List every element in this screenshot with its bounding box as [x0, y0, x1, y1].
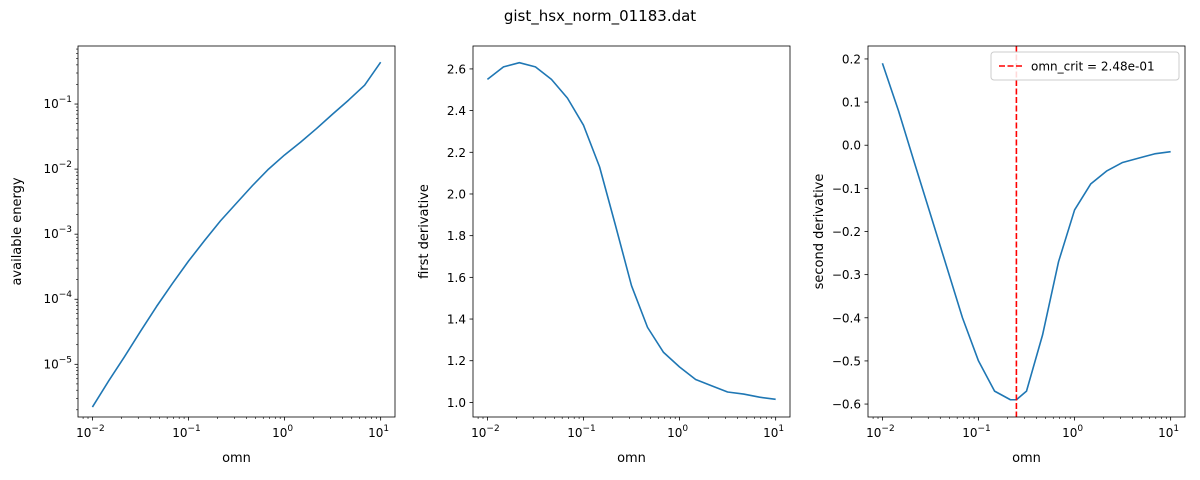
x-axis-label: omn [1012, 451, 1041, 466]
axes-frame [77, 45, 396, 418]
y-tick-label: 1.8 [447, 229, 466, 243]
y-tick-label: −0.6 [832, 398, 861, 412]
y-tick-label: −0.3 [832, 268, 861, 282]
axes-second-derivative: 10−2 10−1 100 101 −0.6 −0.5 −0.4 −0.3 −0.2 −0.1 0.… [812, 45, 1186, 466]
y-tick-label: 2.6 [447, 62, 466, 76]
x-tick-label: 101 [763, 424, 784, 440]
y-tick-label: −0.4 [832, 311, 861, 325]
y-tick-label: 2.4 [447, 104, 466, 118]
x-axis-label: omn [222, 451, 251, 466]
y-axis-label: first derivative [417, 184, 432, 279]
y-axis-label: available energy [10, 177, 25, 285]
x-tick-label: 100 [667, 424, 688, 440]
y-tick-label: 1.6 [447, 271, 466, 285]
x-tick-label: 10−2 [866, 424, 895, 440]
legend: omn_crit = 2.48e-01 [990, 51, 1180, 81]
y-tick-label: 10−1 [43, 95, 72, 111]
y-tick-label: 2.2 [447, 146, 466, 160]
series-line-0 [881, 63, 1171, 401]
x-tick-label: 10−1 [962, 424, 991, 440]
x-tick-label: 100 [272, 424, 293, 440]
axes-energy: 10−2 10−1 100 101 10−5 10−4 10−3 10−2 10−1 omn ava… [10, 45, 396, 466]
y-tick-label: 1.2 [447, 354, 466, 368]
series-line-0 [91, 61, 382, 408]
x-tick-label: 100 [1062, 424, 1083, 440]
y-tick-label: 2.0 [447, 187, 466, 201]
y-tick-label: 0.0 [842, 139, 861, 153]
x-tick-label: 10−2 [471, 424, 500, 440]
axes-frame [472, 45, 791, 418]
x-axis-label: omn [617, 451, 646, 466]
y-tick-label: 10−4 [43, 290, 72, 306]
legend-frame [990, 51, 1180, 81]
x-tick-label: 101 [368, 424, 389, 440]
x-tick-label: 10−1 [172, 424, 201, 440]
y-tick-label: −0.5 [832, 354, 861, 368]
y-tick-label: −0.1 [832, 182, 861, 196]
y-tick-label: 10−5 [43, 355, 72, 371]
series-line-0 [486, 61, 776, 401]
y-tick-label: 10−3 [43, 225, 72, 241]
axes-frame [867, 45, 1186, 418]
x-tick-label: 101 [1158, 424, 1179, 440]
axes-first-derivative: 10−2 10−1 100 101 1.0 1.2 1.4 1.6 1.8 2.0 2.2 2.4 2.… [417, 45, 791, 466]
y-tick-label: 1.4 [447, 313, 466, 327]
figure-title: gist_hsx_norm_01183.dat [503, 7, 697, 25]
y-tick-label: 1.0 [447, 396, 466, 410]
x-tick-label: 10−1 [567, 424, 596, 440]
y-axis-label: second derivative [812, 174, 827, 290]
y-tick-label: 0.2 [842, 52, 861, 66]
x-tick-label: 10−2 [76, 424, 105, 440]
y-tick-label: 0.1 [842, 96, 861, 110]
legend-label: omn_crit = 2.48e-01 [1031, 60, 1155, 74]
y-tick-label: 10−2 [43, 160, 72, 176]
y-tick-label: −0.2 [832, 225, 861, 239]
